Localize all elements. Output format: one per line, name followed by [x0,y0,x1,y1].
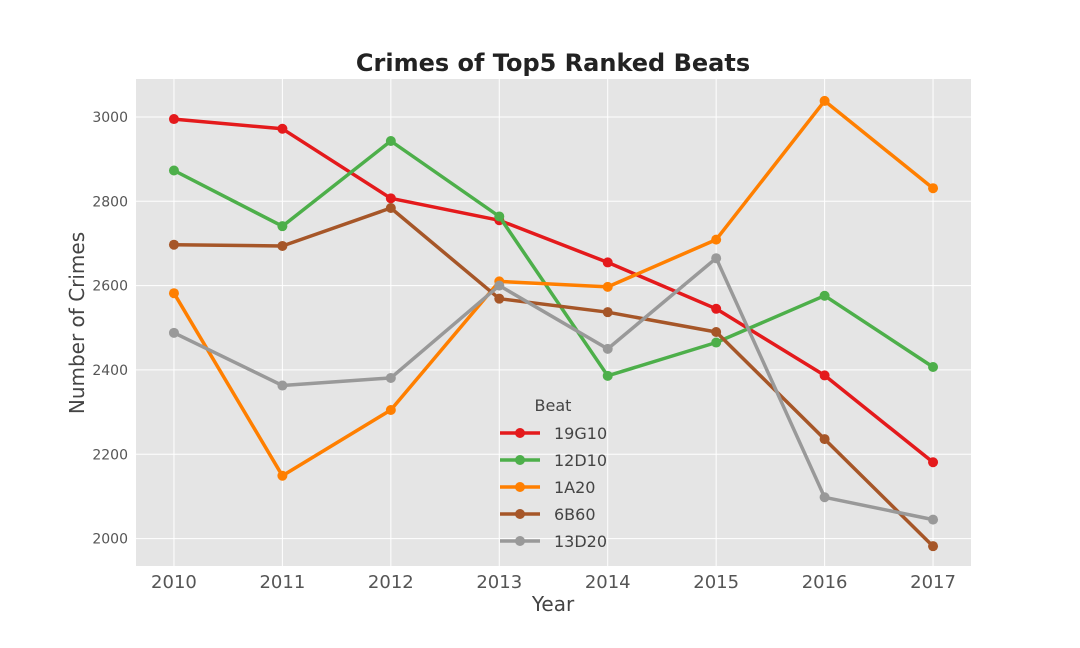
series-line-6B60 [173,206,935,548]
x-tick-label: 2015 [693,572,739,593]
y-axis-label: Number of Crimes [65,232,89,414]
x-tick-label: 2014 [585,572,631,593]
grid [136,79,971,566]
chart-title: Crimes of Top5 Ranked Beats [356,49,750,77]
data-point-12D10 [168,165,179,176]
data-point-12D10 [819,290,830,301]
plot-background [136,79,971,566]
data-point-1A20 [928,183,939,194]
data-point-13D20 [277,380,288,391]
data-point-12D10 [277,221,288,232]
data-point-13D20 [494,280,505,291]
series-lines [168,95,939,552]
data-point-6B60 [711,326,722,337]
legend-swatch-marker [515,455,525,465]
data-point-19G10 [385,193,396,204]
y-axis-ticks: 2000 2200 2400 2600 2800 3000 [92,110,128,548]
x-tick-label: 2011 [259,572,305,593]
y-tick-label: 2400 [92,363,128,379]
data-point-13D20 [602,343,613,354]
data-point-1A20 [168,288,179,299]
legend-swatch-marker [515,482,525,492]
data-point-19G10 [711,303,722,314]
legend-title: Beat [535,396,572,415]
series-line-1A20 [172,99,935,478]
data-point-19G10 [277,123,288,134]
data-point-6B60 [928,541,939,552]
y-tick-label: 3000 [92,110,128,126]
data-point-12D10 [385,135,396,146]
x-tick-label: 2012 [368,572,414,593]
series-line-12D10 [173,139,934,378]
data-point-6B60 [277,240,288,251]
legend-label: 19G10 [554,424,607,443]
data-point-13D20 [711,253,722,264]
data-point-1A20 [277,470,288,481]
data-point-1A20 [602,281,613,292]
legend: Beat 19G10 12D10 1A20 6B60 13D20 [500,396,607,551]
x-axis-ticks: 2010 2011 2012 2013 2014 2015 2016 2017 [151,572,956,593]
data-point-1A20 [819,95,830,106]
y-tick-label: 2000 [92,532,128,548]
data-point-1A20 [385,404,396,415]
legend-swatch-marker [515,536,525,546]
x-tick-label: 2010 [151,572,197,593]
data-point-6B60 [819,434,830,445]
data-point-19G10 [819,370,830,381]
x-axis-label: Year [531,592,575,616]
data-point-12D10 [928,361,939,372]
legend-swatch-marker [515,428,525,438]
y-tick-label: 2200 [92,447,128,463]
y-tick-label: 2800 [92,194,128,210]
series-line-19G10 [173,117,935,464]
data-point-13D20 [928,514,939,525]
x-tick-label: 2016 [802,572,848,593]
legend-label: 6B60 [554,505,596,524]
data-point-13D20 [819,492,830,503]
data-point-12D10 [711,337,722,348]
data-point-19G10 [602,257,613,268]
data-point-12D10 [602,370,613,381]
data-point-6B60 [385,203,396,214]
series-line-13D20 [173,256,934,522]
data-point-6B60 [602,307,613,318]
x-tick-label: 2013 [476,572,522,593]
data-point-6B60 [168,239,179,250]
data-point-13D20 [385,372,396,383]
data-point-19G10 [168,114,179,125]
data-point-12D10 [494,211,505,222]
data-point-13D20 [168,327,179,338]
data-point-19G10 [928,457,939,468]
data-point-1A20 [711,234,722,245]
y-tick-label: 2600 [92,279,128,295]
x-tick-label: 2017 [910,572,956,593]
legend-label: 13D20 [554,532,607,551]
legend-swatch-marker [515,509,525,519]
legend-label: 12D10 [554,451,607,470]
legend-label: 1A20 [554,478,595,497]
data-point-6B60 [494,293,505,304]
